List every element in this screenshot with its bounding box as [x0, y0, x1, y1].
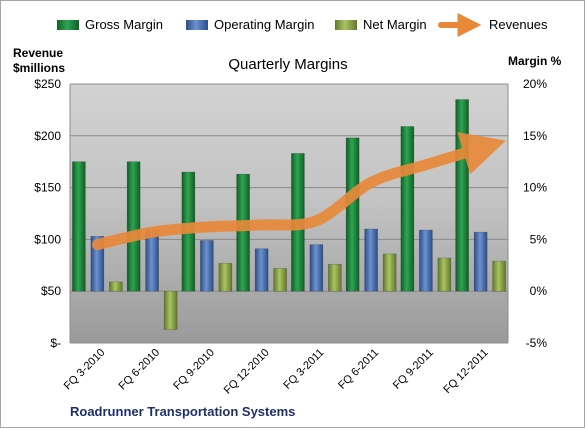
bar-gross-margin-fq-6-2011 [345, 137, 360, 292]
revenue-line [91, 132, 506, 251]
bar-gross-margin-fq-6-2010 [126, 161, 141, 292]
bar-gross-margin-fq-9-2011 [400, 126, 415, 292]
right-tick-label: 15% [523, 129, 547, 143]
legend-swatch-operating-margin [186, 20, 208, 30]
legend-swatch-gross-margin [57, 20, 79, 30]
bar-operating-margin-fq-3-2010 [90, 235, 105, 292]
chart-title: Quarterly Margins [228, 56, 347, 73]
legend-label-revenues: Revenues [489, 17, 548, 32]
left-tick-label: $150 [34, 181, 61, 195]
right-tick-label: -5% [526, 336, 548, 350]
bar-gross-margin-fq-12-2011 [455, 99, 469, 292]
bar-net-margin-fq-6-2010 [163, 290, 178, 330]
bar-net-margin-fq-3-2011 [328, 263, 342, 292]
left-tick-label: $100 [34, 232, 61, 246]
right-tick-label: 10% [523, 181, 547, 195]
left-axis-title-line2: $millions [13, 61, 65, 75]
bar-net-margin-fq-9-2010 [218, 262, 233, 292]
right-tick-label: 20% [523, 77, 547, 91]
right-tick-label: 0% [530, 284, 548, 298]
bar-operating-margin-fq-3-2011 [309, 244, 324, 292]
legend-label-net-margin: Net Margin [363, 17, 427, 32]
category-label-fq-6-2010: FQ 6-2010 [117, 347, 163, 393]
legend-swatch-net-margin [335, 20, 357, 30]
bar-operating-margin-fq-9-2010 [200, 240, 214, 292]
category-label-fq-9-2010: FQ 9-2010 [171, 347, 217, 393]
category-label-fq-6-2011: FQ 6-2011 [336, 347, 381, 392]
bar-net-margin-fq-3-2010 [109, 281, 123, 292]
bar-net-margin-fq-12-2010 [273, 268, 287, 292]
left-tick-label: $200 [34, 129, 61, 143]
category-label-fq-3-2011: FQ 3-2011 [281, 347, 326, 392]
category-label-fq-12-2010: FQ 12-2010 [222, 347, 272, 397]
bar-operating-margin-fq-9-2011 [419, 229, 433, 292]
right-axis-title: Margin % [508, 54, 562, 68]
left-tick-label: $- [50, 336, 61, 350]
axes [69, 83, 509, 344]
left-axis-title-line1: Revenue [13, 46, 63, 60]
legend: Gross Margin Operating Margin Net Margin… [57, 13, 548, 37]
bar-operating-margin-fq-12-2011 [473, 231, 488, 292]
legend-label-gross-margin: Gross Margin [85, 17, 163, 32]
revenue-series-line [91, 132, 506, 251]
bar-net-margin-fq-12-2011 [492, 260, 506, 292]
bar-gross-margin-fq-3-2010 [72, 161, 86, 292]
category-label-fq-3-2010: FQ 3-2010 [62, 347, 108, 393]
category-label-fq-12-2011: FQ 12-2011 [441, 347, 490, 396]
bar-operating-margin-fq-12-2010 [254, 248, 269, 292]
bar-operating-margin-fq-6-2010 [145, 229, 159, 292]
category-label-fq-9-2011: FQ 9-2011 [391, 347, 436, 392]
bar-gross-margin-fq-12-2010 [236, 173, 250, 292]
company-name: Roadrunner Transportation Systems [70, 404, 295, 419]
bar-net-margin-fq-6-2011 [382, 253, 397, 292]
right-tick-label: 5% [530, 232, 548, 246]
legend-label-operating-margin: Operating Margin [214, 17, 314, 32]
bar-operating-margin-fq-6-2011 [364, 228, 378, 292]
left-tick-label: $50 [41, 284, 61, 298]
bar-net-margin-fq-9-2011 [437, 257, 452, 292]
left-tick-label: $250 [34, 77, 61, 91]
plot-area [70, 84, 508, 343]
